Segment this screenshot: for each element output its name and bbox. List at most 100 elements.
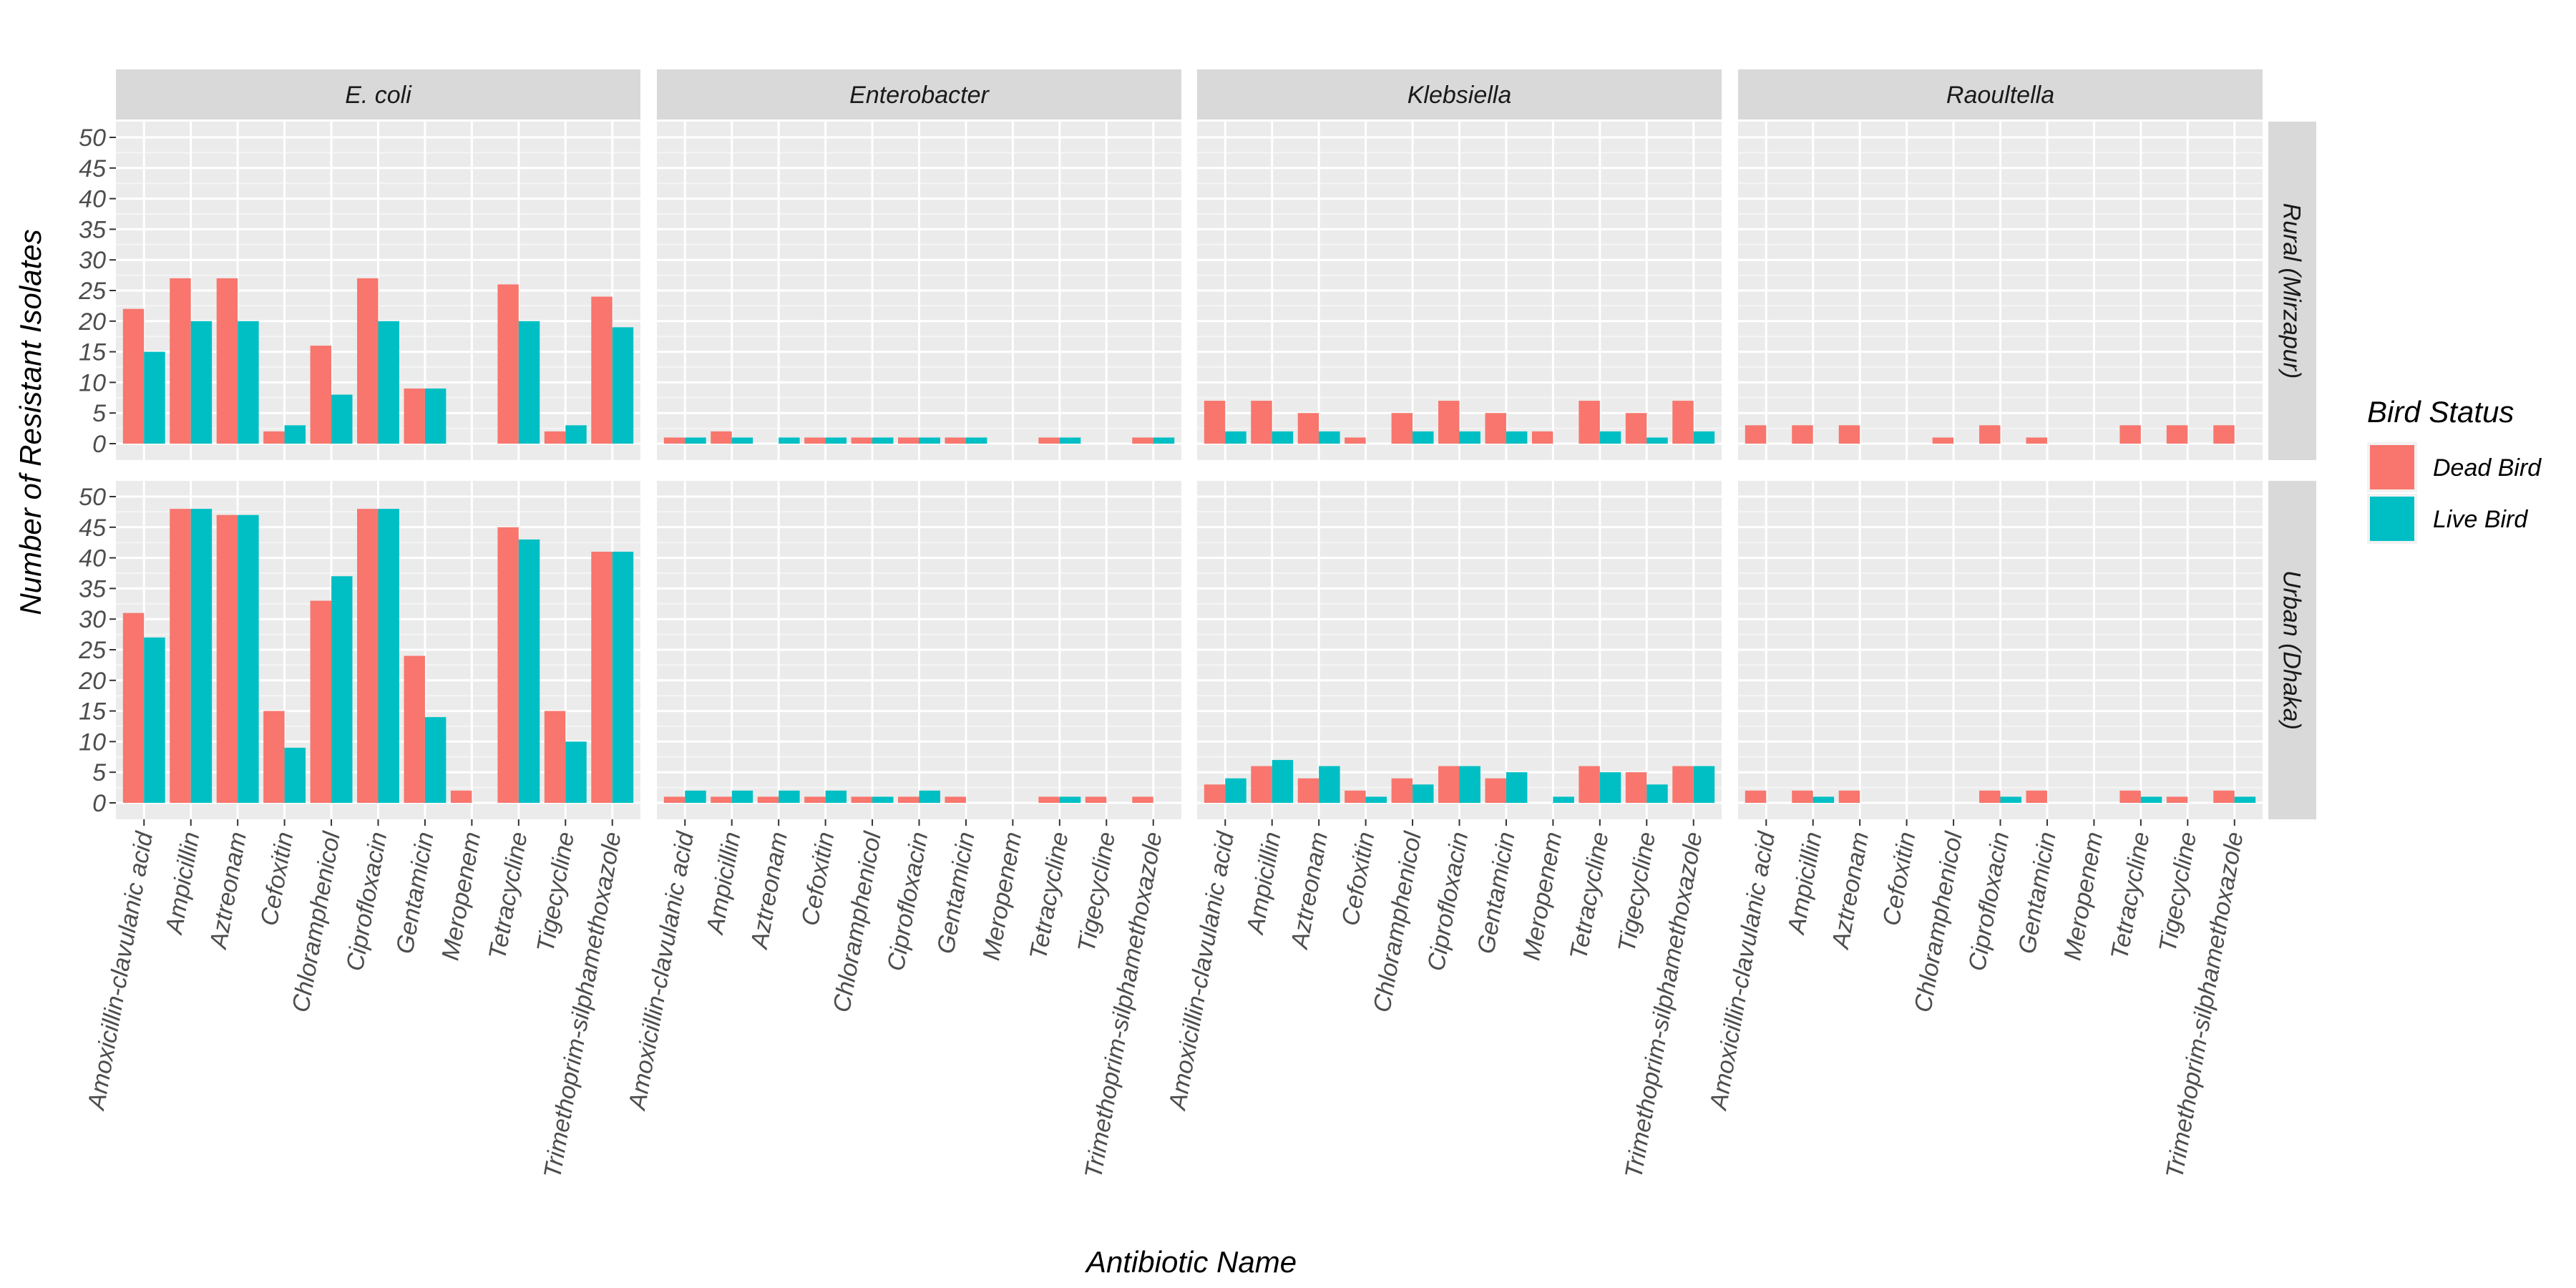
bar-live-bird-tigecycline [1646,437,1668,444]
legend-title: Bird Status [2367,395,2514,429]
bar-live-bird-ampicillin [731,437,753,444]
bar-live-bird-chloramphenicol [1413,431,1434,444]
bar-live-bird-aztreonam [238,321,259,444]
bar-dead-bird-trimethoprim-silphamethoxazole [1672,401,1694,444]
bar-live-bird-gentamicin [1506,772,1528,803]
bar-dead-bird-aztreonam [1838,425,1860,444]
legend: Bird Status Dead Bird Live Bird [2367,395,2542,544]
bar-live-bird-gentamicin [965,437,987,444]
bar-dead-bird-ampicillin [1792,425,1813,444]
bar-dead-bird-amoxicillin-clavulanic-acid [1745,790,1767,803]
y-tick-label: 0 [92,431,106,458]
bar-dead-bird-tigecycline [544,711,566,803]
x-tick-label: Aztreonam [205,830,252,952]
bar-dead-bird-ciprofloxacin [898,437,919,444]
bar-live-bird-aztreonam [779,790,800,803]
bar-live-bird-aztreonam [1319,431,1340,444]
bar-live-bird-amoxicillin-clavulanic-acid [1225,431,1246,444]
strip-background [2268,122,2316,460]
bar-live-bird-tetracycline [1599,431,1621,444]
bar-dead-bird-meropenem [450,790,472,803]
y-axis-title: Number of Resistant Isolates [14,229,47,615]
y-tick-label: 25 [78,278,106,305]
panel-rural-mirzapur-enterobacter [657,122,1181,460]
y-tick-label: 15 [79,339,106,366]
strip-background [657,69,1181,119]
x-tick-label: Gentamicin [1473,830,1521,956]
strip-background [2268,481,2316,819]
bar-dead-bird-aztreonam [1297,778,1319,803]
bar-live-bird-aztreonam [1319,766,1340,803]
y-tick-label: 5 [92,400,106,427]
bar-dead-bird-ampicillin [1251,401,1272,444]
bar-live-bird-tetracycline [2140,796,2162,803]
bar-live-bird-aztreonam [238,514,259,803]
x-tick-label: Amoxicillin-clavulanic acid [82,829,158,1113]
bar-live-bird-tetracycline [1059,437,1081,444]
bar-live-bird-ampicillin [731,790,753,803]
column-strip-klebsiella: Klebsiella [1197,69,1722,119]
bar-dead-bird-cefoxitin [263,711,285,803]
column-strip-label: Raoultella [1946,82,2054,109]
bar-live-bird-chloramphenicol [1413,784,1434,803]
bar-live-bird-ampicillin [1813,796,1835,803]
panel-urban-dhaka-enterobacter: Amoxicillin-clavulanic acid Ampicillin Azt… [623,481,1181,1181]
x-tick-label: Meropenem [977,830,1027,962]
bar-dead-bird-chloramphenicol [1391,778,1413,803]
bar-dead-bird-amoxicillin-clavulanic-acid [1745,425,1767,444]
bar-live-bird-chloramphenicol [872,796,894,803]
bar-live-bird-amoxicillin-clavulanic-acid [144,351,165,444]
bar-live-bird-meropenem [1553,796,1574,803]
x-tick-label: Chloramphenicol [828,829,887,1014]
bar-live-bird-chloramphenicol [331,394,353,444]
x-tick-label: Aztreonam [746,830,793,952]
bar-live-bird-chloramphenicol [331,576,353,803]
x-tick-label: Chloramphenicol [1909,829,1968,1014]
bar-dead-bird-trimethoprim-silphamethoxazole [2213,425,2235,444]
bar-dead-bird-chloramphenicol [1391,413,1413,444]
bar-live-bird-gentamicin [424,717,447,803]
x-tick-label: Meropenem [1518,830,1567,962]
bar-dead-bird-amoxicillin-clavulanic-acid [663,796,686,803]
bar-dead-bird-ampicillin [170,509,191,803]
panel-urban-dhaka-e-coli: 05101520253035404550Amoxicillin-clavulan… [78,481,640,1181]
x-tick-label: Chloramphenicol [287,829,346,1014]
bar-live-bird-cefoxitin [825,437,847,444]
y-tick-label: 10 [79,369,106,396]
bar-dead-bird-gentamicin [404,388,425,444]
x-tick-label: Meropenem [436,830,486,962]
column-strip-label: Enterobacter [849,82,990,109]
y-tick-label: 25 [78,637,106,664]
bar-dead-bird-trimethoprim-silphamethoxazole [1132,796,1153,803]
legend-items: Dead Bird Live Bird [2367,442,2542,544]
bar-dead-bird-gentamicin [1485,413,1506,444]
x-tick-label: Ampicillin [1241,830,1287,937]
bar-live-bird-ampicillin [1272,431,1294,444]
x-tick-label: Ampicillin [160,830,205,937]
row-strip-urban-dhaka: Urban (Dhaka) [2268,481,2316,819]
column-strip-label: E. coli [345,82,412,109]
y-tick-label: 0 [92,790,106,817]
bar-dead-bird-ampicillin [1251,766,1272,803]
bar-live-bird-aztreonam [779,437,800,444]
bar-dead-bird-tetracycline [497,527,519,803]
legend-item-dead-bird: Dead Bird [2367,442,2542,492]
bar-dead-bird-chloramphenicol [1932,437,1954,444]
bar-dead-bird-amoxicillin-clavulanic-acid [122,308,145,444]
bar-live-bird-ciprofloxacin [919,790,940,803]
bar-live-bird-chloramphenicol [872,437,894,444]
x-tick-label: Tigecycline [2154,830,2202,955]
x-tick-label: Tetracycline [2106,830,2155,962]
bar-dead-bird-ampicillin [711,431,732,444]
bar-dead-bird-cefoxitin [804,796,826,803]
bar-dead-bird-ciprofloxacin [1438,766,1460,803]
y-tick-label: 50 [79,125,106,152]
bar-dead-bird-tetracycline [1038,796,1060,803]
x-tick-label: Tigecycline [1613,830,1661,955]
row-strip-label: Rural (Mirzapur) [2278,203,2306,379]
bar-dead-bird-gentamicin [1485,778,1506,803]
bar-live-bird-gentamicin [424,388,447,444]
x-tick-label: Aztreonam [1827,830,1874,952]
column-strip-raoultella: Raoultella [1738,69,2263,119]
y-tick-label: 30 [79,606,106,633]
